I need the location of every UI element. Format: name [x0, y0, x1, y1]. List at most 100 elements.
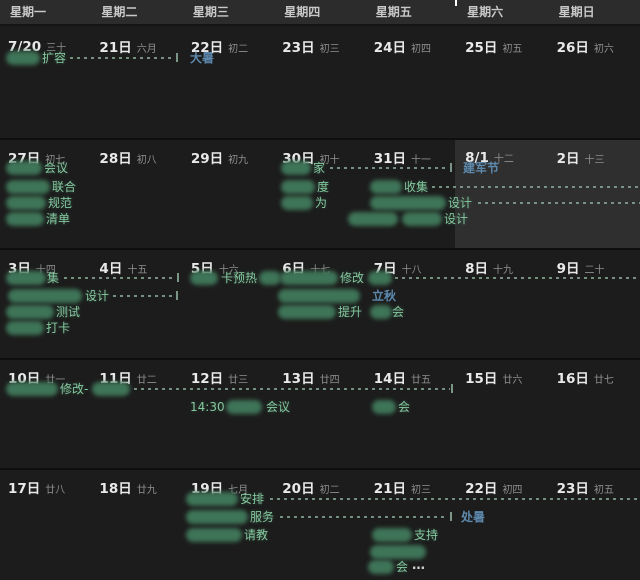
redacted-event-bar [6, 196, 46, 210]
day-number: 9日 [556, 261, 580, 277]
lunar-date-label: 十六 [218, 265, 239, 276]
calendar-event[interactable]: 打卡 [0, 320, 640, 336]
lunar-date-label: 初六 [593, 44, 614, 55]
calendar-event[interactable]: 支持 [0, 527, 640, 543]
event-span-end-tick [177, 273, 179, 282]
day-cell[interactable]: 16日 廿七 [549, 360, 640, 470]
event-title: 会议 [266, 400, 291, 414]
redacted-event-bar [368, 271, 392, 285]
lunar-date-label: 初八 [136, 155, 157, 166]
more-events-indicator[interactable]: … [412, 558, 426, 573]
day-cell[interactable]: 2日 十三 [549, 140, 640, 250]
lunar-date-label: 廿五 [411, 375, 431, 386]
day-cell[interactable]: 20日 初二 [274, 470, 365, 580]
event-span-end-tick [176, 53, 178, 62]
calendar-event[interactable]: 会 [0, 304, 640, 320]
event-continuation-dash [70, 57, 174, 59]
lunar-date-label: 初九 [228, 155, 249, 166]
day-cell[interactable]: 15日 廿六 [457, 360, 548, 470]
day-cell[interactable]: 21日 六月 [91, 24, 182, 140]
day-cell[interactable]: 14日 廿五 [366, 360, 457, 470]
day-number: 29日 [190, 151, 224, 167]
lunar-date-label: 十三 [584, 155, 605, 166]
lunar-date-label: 廿六 [502, 375, 523, 386]
calendar-event[interactable]: 会 [0, 399, 640, 415]
day-cell[interactable]: 8日 十九 [457, 250, 548, 360]
redacted-event-bar [278, 305, 336, 319]
event-continuation-dash [270, 498, 640, 500]
weekday-header-row: 星期一 星期二 星期三 星期四 星期五 星期六 星期日 [0, 0, 640, 26]
calendar-event[interactable]: 服务 [0, 509, 640, 525]
day-cell[interactable]: 28日 初八 [91, 140, 182, 250]
calendar-event[interactable]: 提升 [0, 304, 640, 320]
calendar-event[interactable]: 卡预热 [0, 270, 640, 286]
event-title: 支持 [414, 528, 439, 542]
day-cell[interactable]: 8/1 十二 [457, 140, 548, 250]
day-number: 18日 [99, 481, 132, 497]
day-cell[interactable]: 9日 二十 [549, 250, 640, 360]
event-continuation-dash [113, 295, 175, 297]
calendar-event[interactable]: 安排 [0, 491, 640, 507]
calendar-event[interactable]: 扩容 [0, 50, 640, 66]
calendar-event[interactable]: 家 [0, 160, 640, 176]
day-cell[interactable]: 29日 初九 [183, 140, 274, 250]
day-number: 8日 [465, 261, 489, 277]
day-cell[interactable]: 24日 初四 [366, 24, 457, 140]
calendar-event[interactable]: 设计 [0, 288, 640, 304]
calendar-event[interactable]: 会… [0, 558, 640, 575]
lunar-date-label: 初七 [45, 155, 66, 166]
day-cell[interactable]: 26日 初六 [549, 24, 640, 140]
day-cell[interactable]: 17日 廿八 [0, 470, 91, 580]
lunar-date-label: 初四 [411, 44, 431, 55]
calendar-event[interactable]: 集 [0, 270, 640, 286]
calendar-event[interactable]: 度 收集 [0, 179, 640, 195]
calendar-event[interactable]: 清单 [0, 211, 640, 227]
lunar-date-label: 廿八 [45, 485, 66, 496]
day-cell[interactable]: 23日 初五 [549, 470, 640, 580]
lunar-date-label: 六月 [136, 44, 157, 55]
day-cell[interactable]: 23日 初三 [274, 24, 365, 140]
holiday-label: 建军节 [463, 161, 500, 175]
redacted-event-bar [370, 305, 392, 319]
calendar-event[interactable] [0, 288, 640, 304]
day-cell[interactable]: 25日 初五 [457, 24, 548, 140]
day-cell[interactable]: 31日 十一 [366, 140, 457, 250]
day-number: 21日 [99, 40, 132, 56]
event-title: 家 [313, 161, 326, 175]
day-cell[interactable]: 18日 廿九 [91, 470, 182, 580]
calendar-event[interactable] [0, 544, 640, 560]
calendar-event[interactable] [0, 270, 640, 286]
day-number: 8/1 [465, 150, 489, 166]
day-cell[interactable]: 13日 廿四 [274, 360, 365, 470]
calendar-event[interactable]: 会议 [0, 160, 640, 176]
lunar-date-label: 十七 [310, 265, 330, 276]
calendar-event[interactable]: 为 设计 [0, 195, 640, 211]
day-number: 4日 [99, 261, 123, 277]
calendar-event[interactable]: 请教 [0, 527, 640, 543]
day-cell[interactable]: 22日 初四 [457, 470, 548, 580]
day-number: 16日 [556, 371, 589, 387]
lunar-date-label: 廿七 [593, 375, 614, 386]
calendar-event[interactable]: 修改 [0, 270, 640, 286]
event-continuation-dash [64, 277, 176, 279]
calendar-event[interactable]: 规范 [0, 195, 640, 211]
calendar-event[interactable]: 14:30 会议 [0, 399, 640, 415]
calendar-event[interactable]: 联合 [0, 179, 640, 195]
event-title: 为 [315, 196, 328, 210]
event-title: 设计 [448, 196, 473, 210]
event-title: 扩容 [42, 51, 67, 65]
lunar-date-label: 廿九 [136, 485, 157, 496]
day-cell[interactable]: 21日 初三 [366, 470, 457, 580]
day-cell[interactable]: 22日 初二 [183, 24, 274, 140]
week-separator [0, 468, 640, 470]
day-cell[interactable]: 4日 十五 [91, 250, 182, 360]
day-cell[interactable]: 12日 廿三 [183, 360, 274, 470]
event-title: 集 [47, 271, 60, 285]
lunar-date-label: 初十 [319, 155, 340, 166]
weekday-header: 星期日 [558, 5, 595, 19]
calendar-event[interactable]: 设计 [0, 211, 640, 227]
calendar-event[interactable]: 测试 [0, 304, 640, 320]
calendar-event[interactable]: 修改- [0, 381, 640, 397]
week-separator [0, 358, 640, 360]
redacted-event-bar [190, 271, 218, 285]
